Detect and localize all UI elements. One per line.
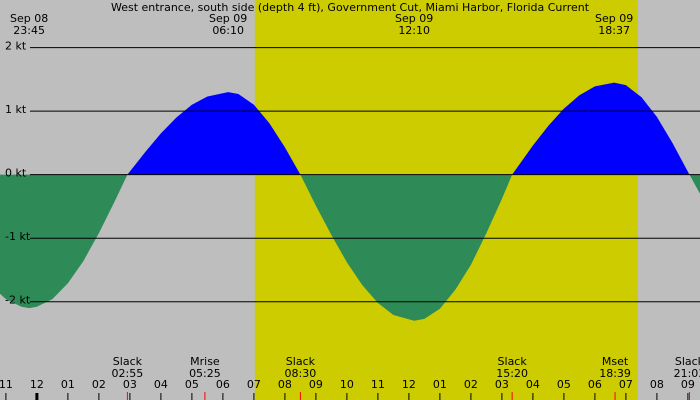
x-tick-label: 02: [464, 378, 478, 391]
event-name: Slack: [113, 355, 143, 368]
ebb-area: [300, 174, 513, 321]
y-tick-label: 2 kt: [5, 40, 27, 53]
extreme-date: Sep 09: [209, 12, 247, 25]
event-time: 15:20: [496, 367, 528, 380]
x-tick-label: 01: [61, 378, 75, 391]
x-tick-label: 07: [619, 378, 633, 391]
event-name: Slack: [675, 355, 700, 368]
event-name: Slack: [286, 355, 316, 368]
x-tick-label: 12: [30, 378, 44, 391]
extreme-date: Sep 08: [10, 12, 48, 25]
event-time: 05:25: [189, 367, 221, 380]
event-time: 02:55: [112, 367, 144, 380]
extreme-time: 23:45: [13, 24, 45, 37]
x-tick-label: 03: [123, 378, 137, 391]
x-tick-label: 12: [402, 378, 416, 391]
y-tick-label: -2 kt: [5, 294, 31, 307]
x-tick-label: 04: [526, 378, 540, 391]
y-tick-label: 0 kt: [5, 167, 27, 180]
x-tick-label: 09: [681, 378, 695, 391]
event-name: Mrise: [190, 355, 220, 368]
y-tick-label: -1 kt: [5, 230, 31, 243]
event-name: Mset: [602, 355, 629, 368]
flood-area: [127, 92, 301, 175]
chart-title: West entrance, south side (depth 4 ft), …: [111, 1, 590, 14]
event-name: Slack: [498, 355, 528, 368]
x-tick-label: 07: [247, 378, 261, 391]
event-time: 21:03: [674, 367, 700, 380]
extreme-time: 18:37: [598, 24, 630, 37]
event-time: 18:39: [599, 367, 631, 380]
x-tick-label: 09: [309, 378, 323, 391]
x-tick-label: 05: [185, 378, 199, 391]
x-tick-label: 01: [433, 378, 447, 391]
extreme-time: 06:10: [212, 24, 244, 37]
x-tick-label: 10: [340, 378, 354, 391]
x-tick-label: 04: [154, 378, 168, 391]
flood-area: [512, 82, 690, 175]
ebb-area: [689, 174, 700, 194]
x-tick-label: 02: [92, 378, 106, 391]
x-tick-label: 06: [216, 378, 230, 391]
x-tick-label: 03: [495, 378, 509, 391]
x-tick-label: 11: [0, 378, 13, 391]
x-tick-label: 08: [650, 378, 664, 391]
ebb-area: [0, 174, 128, 309]
event-time: 08:30: [285, 367, 317, 380]
x-tick-label: 08: [278, 378, 292, 391]
extreme-time: 12:10: [398, 24, 430, 37]
x-tick-label: 06: [588, 378, 602, 391]
extreme-date: Sep 09: [395, 12, 433, 25]
x-tick-label: 11: [371, 378, 385, 391]
x-tick-label: 05: [557, 378, 571, 391]
extreme-date: Sep 09: [595, 12, 633, 25]
y-tick-label: 1 kt: [5, 103, 27, 116]
